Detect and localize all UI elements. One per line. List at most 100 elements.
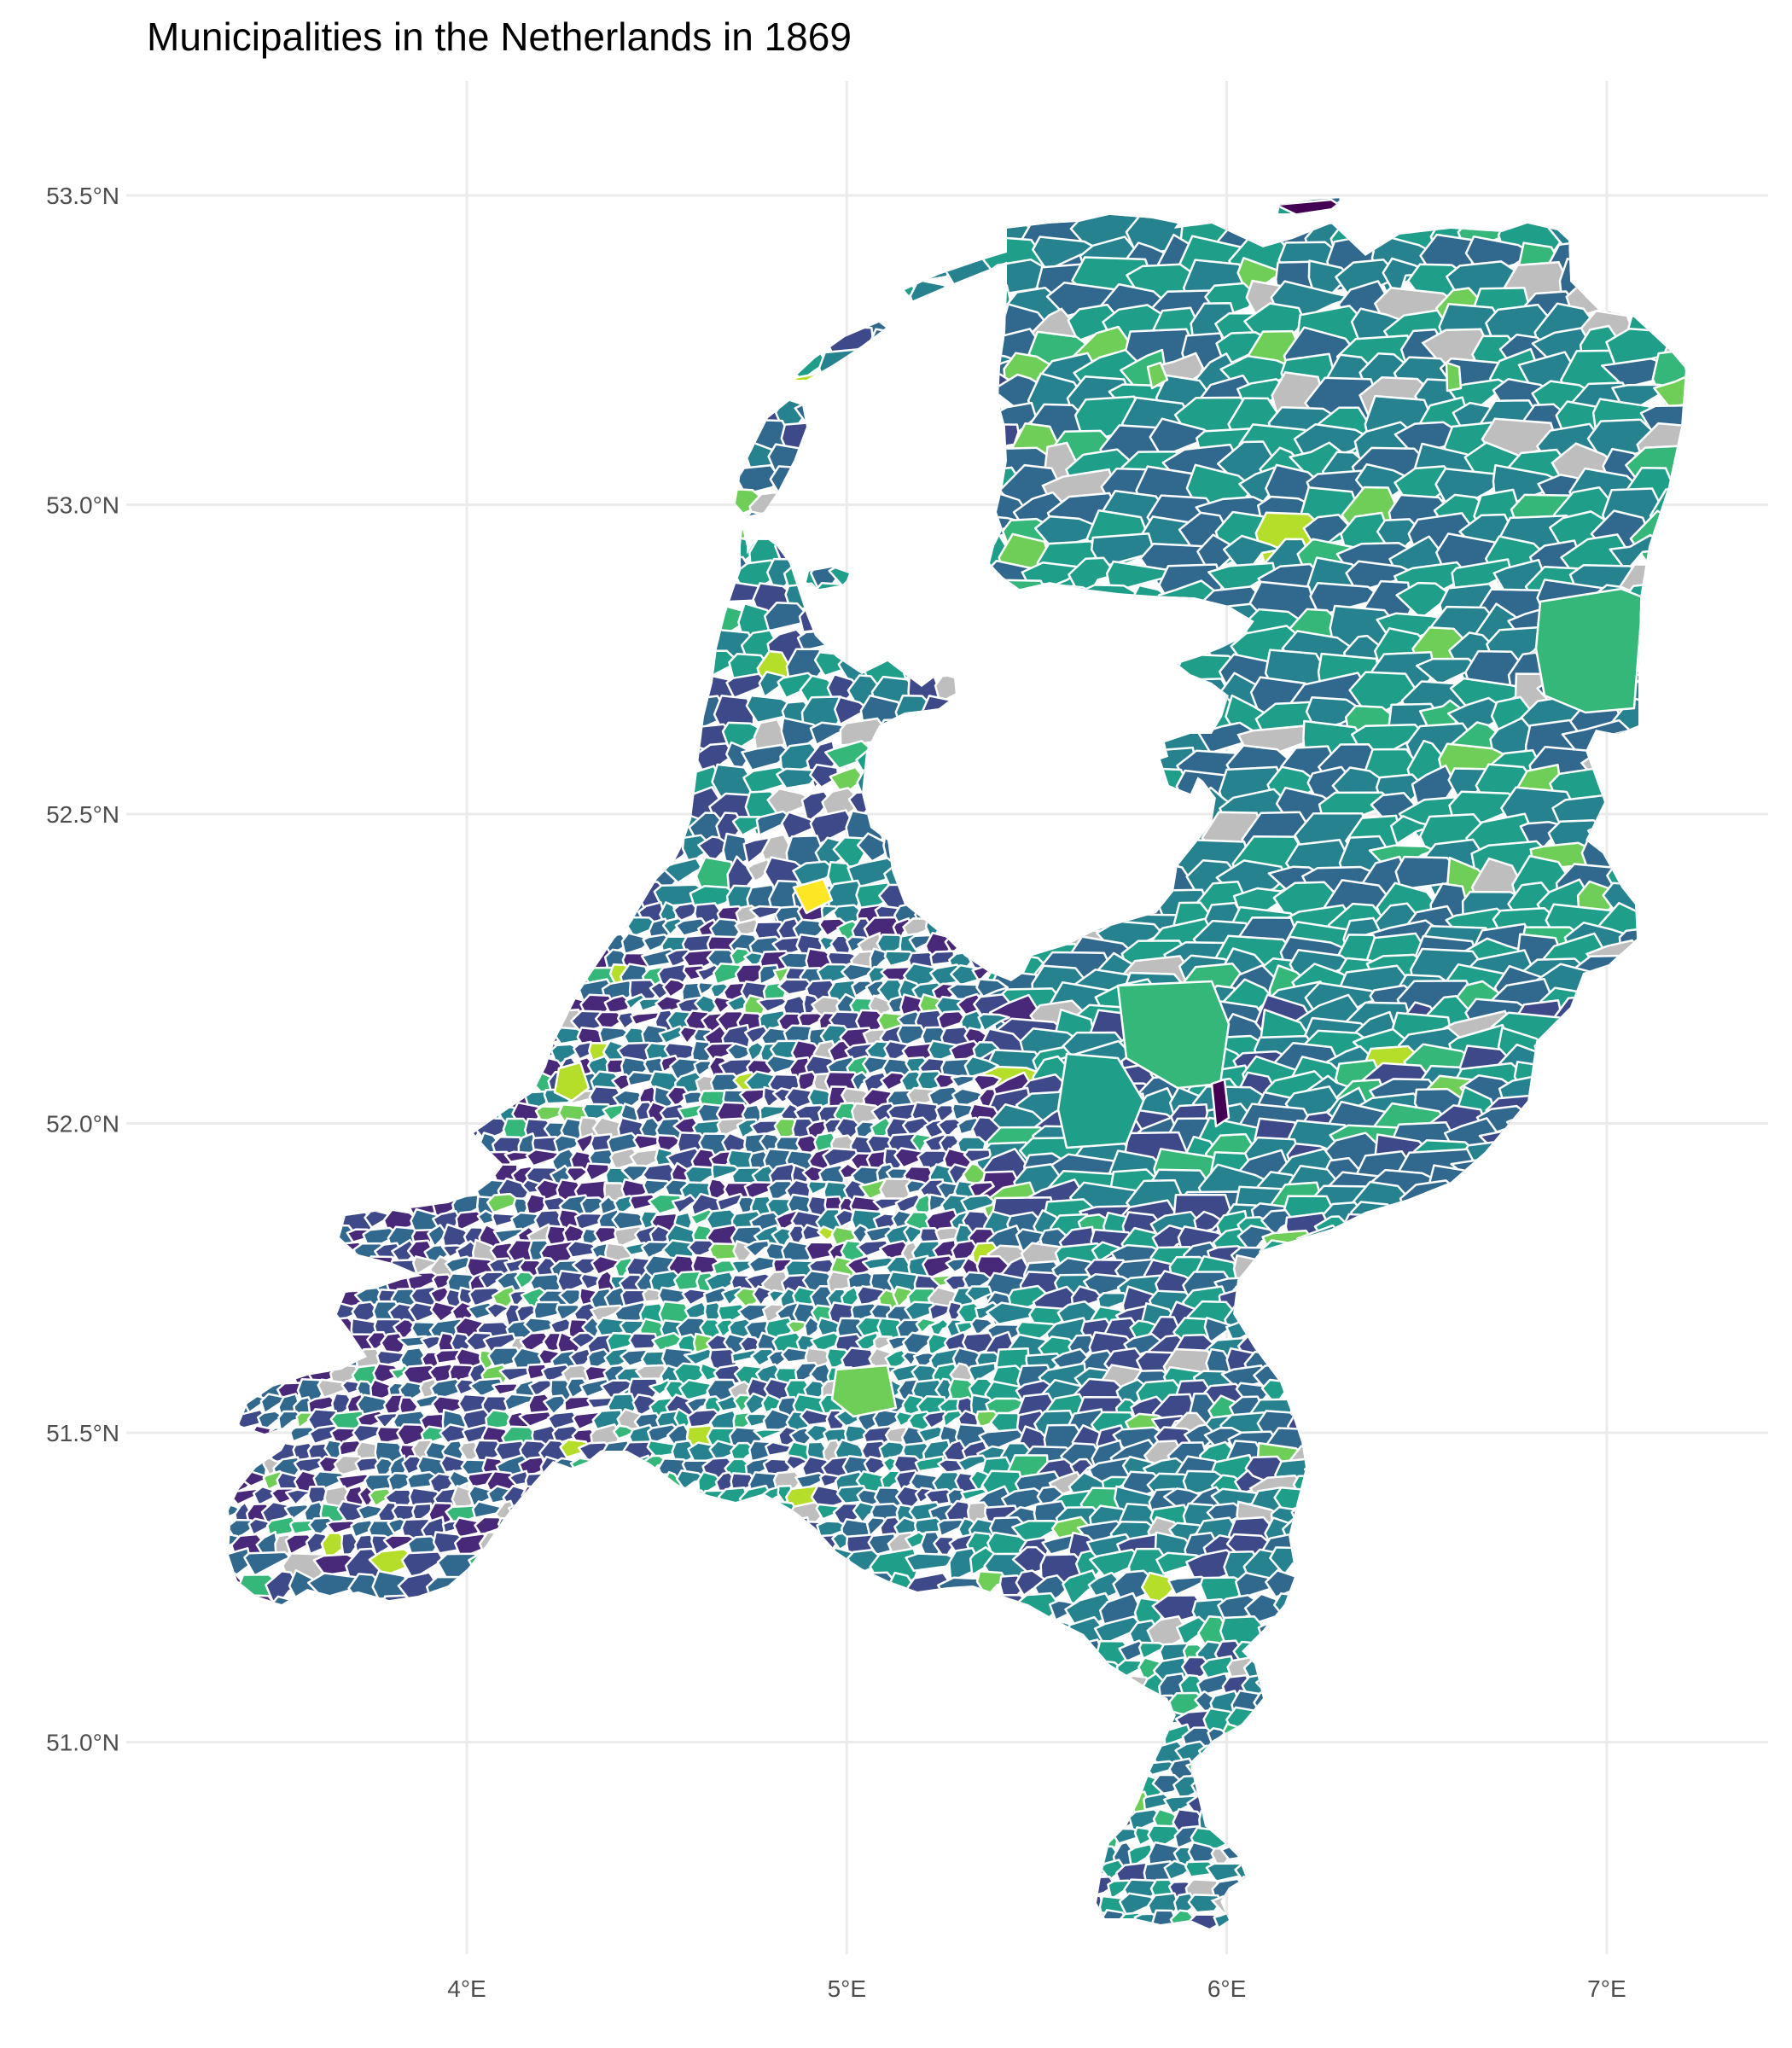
municipality-area <box>645 1707 669 1736</box>
municipality-area <box>950 558 992 588</box>
municipality-area <box>1292 1549 1330 1594</box>
municipality-area <box>1361 1690 1390 1707</box>
municipality-area <box>778 1516 811 1539</box>
municipality-area <box>489 1059 521 1074</box>
municipality-area <box>665 488 710 537</box>
municipality-area <box>1584 1643 1620 1669</box>
municipality-area <box>511 1706 541 1735</box>
municipality-area <box>241 1708 267 1741</box>
municipality-area <box>356 1810 385 1845</box>
municipality-area <box>311 303 356 333</box>
municipality-area <box>363 348 410 382</box>
municipality-area <box>709 982 732 1001</box>
municipality-area <box>468 1773 505 1794</box>
municipality-area <box>230 1379 250 1400</box>
municipality-area <box>1677 1008 1685 1050</box>
municipality-area <box>874 718 918 764</box>
municipality-area <box>329 949 360 969</box>
municipality-area <box>1574 1443 1610 1465</box>
municipality-area <box>1541 1193 1614 1247</box>
municipality-area <box>1275 1706 1312 1731</box>
municipality-area <box>332 719 369 749</box>
municipality-area <box>388 1028 422 1052</box>
municipality-area <box>532 446 569 477</box>
municipality-area <box>268 1148 298 1165</box>
municipality-area <box>1475 1286 1519 1330</box>
municipality-area <box>1621 1125 1684 1183</box>
municipality-area <box>425 1575 478 1611</box>
municipality-area <box>1431 1643 1455 1663</box>
municipality-area <box>1495 1641 1528 1667</box>
municipality-area <box>1399 1439 1440 1480</box>
municipality-area <box>1299 1534 1339 1562</box>
municipality-area <box>435 1655 465 1692</box>
municipality-area <box>1407 1792 1439 1812</box>
municipality-area <box>783 306 823 336</box>
municipality-area <box>1572 1591 1623 1642</box>
municipality-area <box>694 993 720 1016</box>
municipality-area <box>975 839 1049 867</box>
municipality-area <box>589 860 621 893</box>
municipality-area <box>336 463 385 492</box>
municipality-area <box>1393 1210 1441 1248</box>
municipality-area <box>971 857 1013 900</box>
municipality-area <box>1409 1773 1432 1801</box>
municipality-area <box>1684 1574 1685 1615</box>
municipality-area <box>856 769 905 805</box>
municipality-area <box>380 212 425 246</box>
municipality-area <box>578 1675 611 1702</box>
municipality-area <box>915 1807 953 1833</box>
municipality-area <box>1356 1332 1386 1369</box>
municipality-area <box>1466 1352 1517 1378</box>
municipality-area <box>1688 1084 1758 1115</box>
municipality-area <box>253 997 289 1017</box>
municipality-area <box>906 1571 955 1609</box>
municipality-area <box>1317 1760 1348 1787</box>
municipality-area <box>702 393 745 433</box>
municipality-area <box>507 512 550 545</box>
municipality-area <box>356 672 387 712</box>
municipality-area <box>1364 1758 1389 1789</box>
municipality-area <box>955 935 990 957</box>
municipality-area <box>427 463 456 506</box>
municipality-area <box>1015 1807 1051 1841</box>
municipality-area <box>1416 1315 1469 1352</box>
municipality-area <box>238 740 288 788</box>
municipality-area <box>242 903 273 928</box>
municipality-area <box>748 260 787 288</box>
municipality-area <box>493 904 520 934</box>
municipality-area <box>229 1791 246 1818</box>
municipality-area <box>340 1690 370 1720</box>
municipality-area <box>333 932 358 960</box>
municipality-area <box>811 1617 852 1656</box>
municipality-area <box>440 1072 477 1092</box>
municipality-area <box>1650 696 1685 745</box>
municipality-area <box>230 949 261 976</box>
municipality-area <box>1374 1396 1418 1423</box>
municipality-area <box>420 1773 452 1801</box>
municipality-area <box>772 1655 815 1685</box>
municipality-area <box>526 1520 556 1538</box>
municipality-area <box>619 1532 651 1555</box>
municipality-area <box>300 1334 332 1362</box>
municipality-area <box>1048 1708 1079 1730</box>
municipality-area <box>229 625 251 653</box>
municipality-area <box>679 371 717 401</box>
municipality-area <box>382 1594 415 1634</box>
municipality-area <box>229 1758 255 1783</box>
municipality-area <box>584 919 619 942</box>
municipality-area <box>1239 1793 1279 1826</box>
municipality-area <box>987 724 1042 772</box>
municipality-area <box>350 647 385 675</box>
municipality-area <box>501 397 540 433</box>
municipality-area <box>771 1534 806 1562</box>
municipality-area <box>229 1655 236 1686</box>
municipality-area <box>1642 1520 1684 1551</box>
municipality-area <box>720 353 770 387</box>
municipality-area <box>833 695 870 726</box>
municipality-area <box>450 651 507 687</box>
municipality-area <box>1121 1724 1150 1748</box>
municipality-area <box>521 1485 556 1510</box>
municipality-area <box>229 1210 245 1236</box>
municipality-area <box>447 723 494 755</box>
